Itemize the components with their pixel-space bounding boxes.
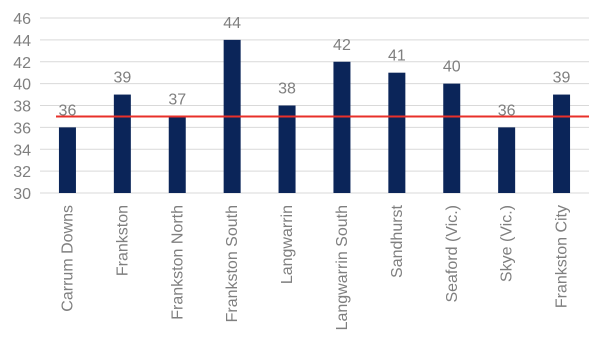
data-label: 36 [59, 102, 77, 119]
category-label: Langwarrin South [334, 205, 351, 330]
bar [333, 61, 351, 193]
y-tick-label: 42 [13, 55, 31, 72]
data-label: 41 [388, 48, 406, 65]
data-label: 36 [498, 102, 516, 119]
y-tick-label: 44 [13, 33, 31, 50]
data-label: 37 [168, 91, 186, 108]
bars [58, 39, 571, 193]
category-label: Langwarrin [279, 205, 296, 284]
category-label: Frankston City [554, 205, 571, 308]
gridlines [40, 17, 589, 194]
category-label: Carrum Downs [59, 205, 76, 312]
bar [278, 105, 296, 193]
y-tick-label: 46 [13, 11, 31, 28]
data-label: 42 [333, 37, 351, 54]
bar [168, 116, 186, 193]
data-labels: 36 39 37 44 38 42 41 40 36 39 [59, 15, 571, 120]
y-tick-label: 38 [13, 99, 31, 116]
category-label: Skye (Vic.) [499, 205, 516, 282]
data-label: 44 [223, 15, 241, 32]
y-tick-label: 34 [13, 142, 31, 159]
bar [113, 94, 131, 193]
data-label: 38 [278, 81, 296, 98]
category-label: Frankston South [224, 205, 241, 322]
data-label: 39 [113, 70, 131, 87]
bar [443, 83, 461, 193]
y-tick-label: 40 [13, 77, 31, 94]
data-label: 39 [553, 70, 571, 87]
data-label: 40 [443, 59, 461, 76]
bar [58, 127, 76, 193]
category-labels: Carrum Downs Frankston Frankston North Fran… [59, 204, 570, 330]
y-tick-label: 32 [13, 164, 31, 181]
category-label: Frankston [114, 205, 131, 276]
y-tick-label: 30 [13, 186, 31, 203]
category-label: Sandhurst [389, 204, 406, 277]
y-tick-label: 36 [13, 120, 31, 137]
bar [388, 72, 406, 193]
bar [498, 127, 516, 193]
y-axis-tick-labels: 30 32 34 36 38 40 42 44 46 [13, 11, 31, 203]
bar [553, 94, 571, 193]
category-label: Frankston North [169, 205, 186, 320]
category-label: Seaford (Vic.) [444, 205, 461, 303]
